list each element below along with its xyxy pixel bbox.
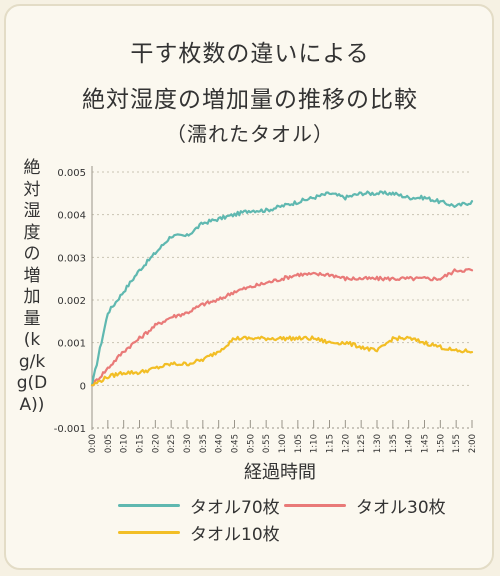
x-tick-label: 0:25	[167, 434, 177, 453]
x-tick-label: 1:50	[436, 434, 446, 453]
x-tick-label: 0:30	[183, 434, 193, 453]
x-tick-label: 0:10	[120, 434, 130, 453]
legend-label-70: タオル70枚	[190, 498, 280, 518]
chart-title-line2: 絶対湿度の増加量の推移の比較	[82, 87, 418, 113]
x-tick-label: 1:10	[310, 434, 320, 453]
x-tick-label: 1:20	[341, 434, 351, 453]
y-tick-labels: 0.005 0.004 0.003 0.002 0.001 0 -0.001	[54, 168, 86, 435]
legend-label-10: タオル10枚	[190, 525, 280, 545]
chart-subtitle: （濡れたタオル）	[166, 122, 334, 146]
x-tick-label: 0:20	[151, 434, 161, 453]
x-tick-label: 0:55	[262, 434, 272, 453]
y-tick-label: 0.005	[57, 168, 86, 179]
x-tick-label: 1:00	[278, 434, 288, 453]
x-tick-label: 0:40	[215, 434, 225, 453]
gridlines	[91, 166, 473, 430]
x-tick-label: 2:00	[468, 434, 478, 453]
legend-swatch-30	[284, 504, 346, 507]
x-tick-label: 1:40	[405, 434, 415, 453]
x-tick-label: 0:05	[104, 434, 114, 453]
series-line-3	[90, 335, 474, 387]
x-tick-label: 1:05	[294, 434, 304, 453]
series-line-1	[90, 190, 474, 387]
x-tick-label: 1:15	[326, 434, 336, 453]
x-tick-label: 0:00	[88, 434, 98, 453]
x-tick-label: 0:45	[231, 434, 241, 453]
y-tick-label: 0	[80, 381, 86, 392]
x-tick-label: 0:35	[199, 434, 209, 453]
x-tick-label: 1:45	[421, 434, 431, 453]
x-tick-label: 1:25	[357, 434, 367, 453]
x-tick-label: 0:50	[246, 434, 256, 453]
y-tick-label: -0.001	[54, 424, 86, 435]
y-axis-label: 絶対湿度の増加量(kg/kg(DA))	[16, 158, 48, 415]
series-line-2	[90, 268, 474, 387]
x-tick-label: 0:15	[136, 434, 146, 453]
y-tick-label: 0.002	[57, 296, 86, 307]
x-tick-labels: 0:00 0:05 0:10 0:15 0:20 0:25 0:30 0:35 0:40 0:45…	[88, 434, 478, 453]
x-axis-label: 経過時間	[244, 462, 316, 483]
legend-swatch-70	[118, 504, 180, 507]
x-tick-label: 1:35	[389, 434, 399, 453]
series-lines	[90, 190, 474, 387]
y-tick-label: 0.003	[57, 253, 86, 264]
y-tick-label: 0.001	[57, 339, 86, 350]
legend-label-30: タオル30枚	[356, 498, 446, 518]
chart-title-line1: 干す枚数の違いによる	[130, 41, 370, 67]
x-tick-label: 1:30	[373, 434, 383, 453]
x-tick-label: 1:55	[452, 434, 462, 453]
y-tick-label: 0.004	[57, 211, 86, 222]
legend-swatch-10	[118, 531, 180, 534]
